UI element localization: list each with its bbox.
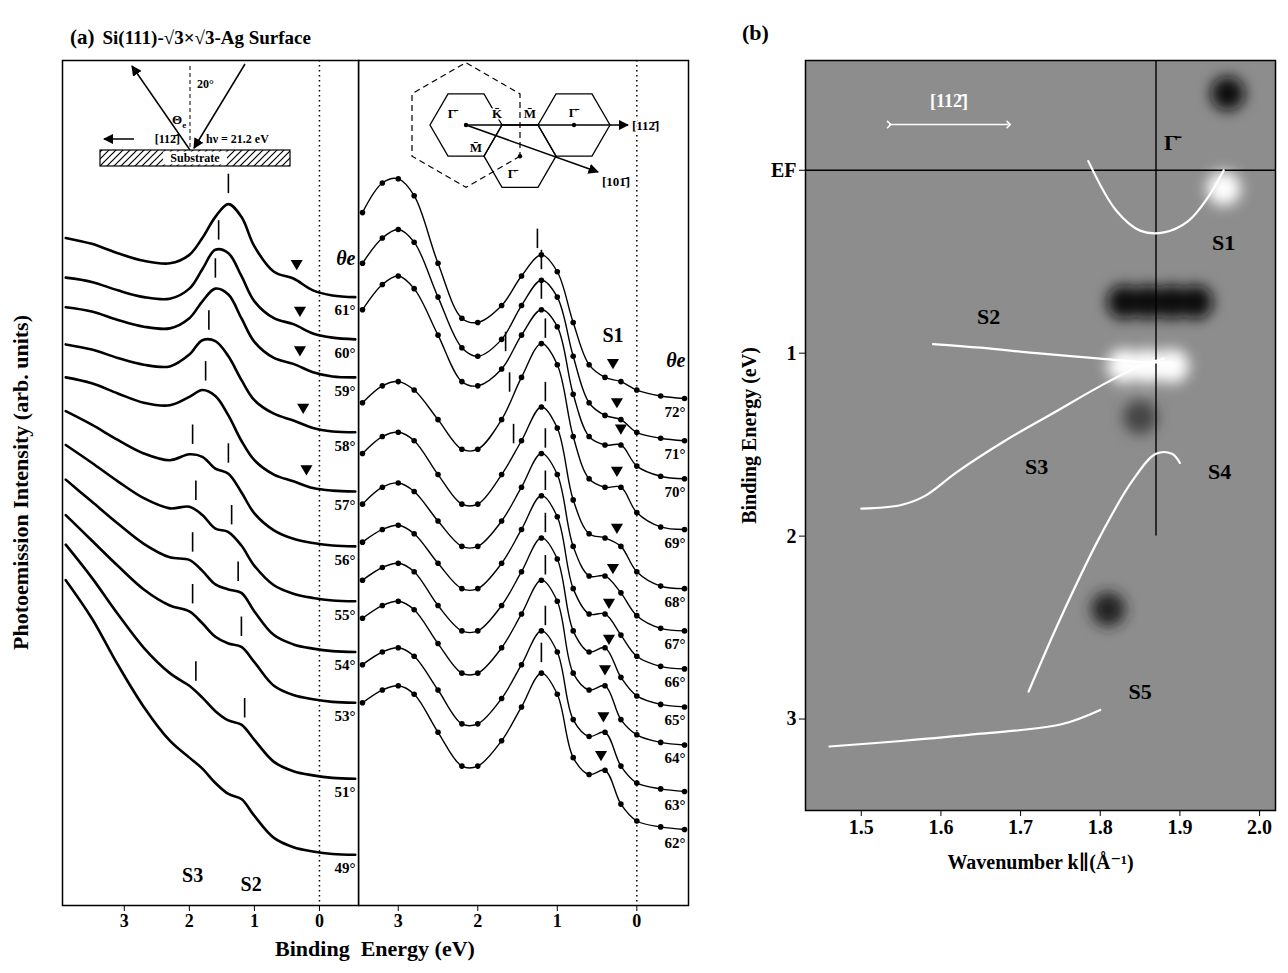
svg-text:Γ̄: Γ̄ bbox=[1164, 130, 1182, 155]
svg-text:72°: 72° bbox=[665, 404, 686, 420]
svg-text:S2: S2 bbox=[977, 304, 1000, 329]
svg-text:71°: 71° bbox=[665, 446, 686, 462]
svg-text:S1: S1 bbox=[602, 324, 623, 346]
svg-text:[101̄]: [101̄] bbox=[602, 174, 630, 189]
svg-text:68°: 68° bbox=[665, 594, 686, 610]
svg-text:1.7: 1.7 bbox=[1008, 816, 1033, 838]
svg-text:Wavenumber k∥(Å⁻¹): Wavenumber k∥(Å⁻¹) bbox=[947, 851, 1133, 874]
svg-text:Γ̄: Γ̄ bbox=[569, 105, 579, 120]
svg-text:61°: 61° bbox=[335, 302, 356, 318]
svg-text:57°: 57° bbox=[335, 497, 356, 513]
svg-text:67°: 67° bbox=[665, 636, 686, 652]
svg-text:0: 0 bbox=[632, 911, 641, 931]
svg-text:S1: S1 bbox=[1212, 230, 1235, 255]
svg-text:3: 3 bbox=[787, 707, 797, 729]
svg-text:1: 1 bbox=[250, 911, 259, 931]
svg-text:(a)Si(111)-√3×√3-Ag Surface: (a)Si(111)-√3×√3-Ag Surface bbox=[70, 25, 311, 49]
svg-text:65°: 65° bbox=[665, 712, 686, 728]
svg-text:S4: S4 bbox=[1208, 459, 1231, 484]
svg-text:[112̄]: [112̄] bbox=[155, 132, 180, 146]
svg-text:20°: 20° bbox=[197, 77, 214, 91]
svg-text:60°: 60° bbox=[335, 345, 356, 361]
svg-text:S3: S3 bbox=[1025, 454, 1048, 479]
svg-text:53°: 53° bbox=[335, 708, 356, 724]
svg-text:Binding Energy (eV): Binding Energy (eV) bbox=[275, 936, 475, 961]
svg-text:Photoemission Intensity (arb.: Photoemission Intensity (arb. units) bbox=[8, 315, 33, 650]
svg-text:hν = 21.2 eV: hν = 21.2 eV bbox=[206, 132, 269, 146]
svg-text:2: 2 bbox=[185, 911, 194, 931]
svg-text:(b): (b) bbox=[742, 20, 769, 45]
svg-text:3: 3 bbox=[120, 911, 129, 931]
svg-text:55°: 55° bbox=[335, 607, 356, 623]
svg-text:1: 1 bbox=[553, 911, 562, 931]
svg-text:66°: 66° bbox=[665, 674, 686, 690]
svg-text:S3: S3 bbox=[182, 864, 203, 886]
svg-text:2: 2 bbox=[473, 911, 482, 931]
svg-text:1.9: 1.9 bbox=[1167, 816, 1192, 838]
svg-text:EF: EF bbox=[771, 159, 797, 181]
svg-text:Θe: Θe bbox=[172, 112, 186, 130]
svg-text:54°: 54° bbox=[335, 657, 356, 673]
svg-text:0: 0 bbox=[315, 911, 324, 931]
svg-text:69°: 69° bbox=[665, 535, 686, 551]
svg-text:K̄: K̄ bbox=[492, 106, 503, 121]
svg-text:Γ̄: Γ̄ bbox=[448, 106, 458, 121]
svg-text:θe: θe bbox=[336, 247, 355, 269]
svg-text:1.8: 1.8 bbox=[1088, 816, 1113, 838]
svg-text:θe: θe bbox=[666, 349, 685, 371]
svg-text:Substrate: Substrate bbox=[170, 151, 220, 165]
svg-text:59°: 59° bbox=[335, 383, 356, 399]
svg-text:Γ̄: Γ̄ bbox=[508, 166, 518, 181]
svg-text:[112̄]: [112̄] bbox=[930, 91, 968, 111]
svg-text:S5: S5 bbox=[1128, 679, 1151, 704]
svg-text:[112̄]: [112̄] bbox=[632, 118, 659, 133]
svg-text:3: 3 bbox=[394, 911, 403, 931]
svg-text:49°: 49° bbox=[335, 860, 356, 876]
svg-text:1.5: 1.5 bbox=[849, 816, 874, 838]
svg-text:64°: 64° bbox=[665, 750, 686, 766]
svg-text:M̄: M̄ bbox=[524, 106, 536, 121]
svg-text:63°: 63° bbox=[665, 797, 686, 813]
svg-text:51°: 51° bbox=[335, 784, 356, 800]
svg-text:S2: S2 bbox=[241, 873, 262, 895]
svg-text:58°: 58° bbox=[335, 438, 356, 454]
svg-text:70°: 70° bbox=[665, 484, 686, 500]
svg-text:2: 2 bbox=[787, 525, 797, 547]
svg-text:56°: 56° bbox=[335, 552, 356, 568]
svg-text:1.6: 1.6 bbox=[928, 816, 953, 838]
svg-text:Binding Energy (eV): Binding Energy (eV) bbox=[738, 347, 761, 524]
svg-text:M̄: M̄ bbox=[470, 140, 482, 155]
svg-text:2.0: 2.0 bbox=[1247, 816, 1272, 838]
svg-text:1: 1 bbox=[787, 342, 797, 364]
svg-text:62°: 62° bbox=[665, 835, 686, 851]
